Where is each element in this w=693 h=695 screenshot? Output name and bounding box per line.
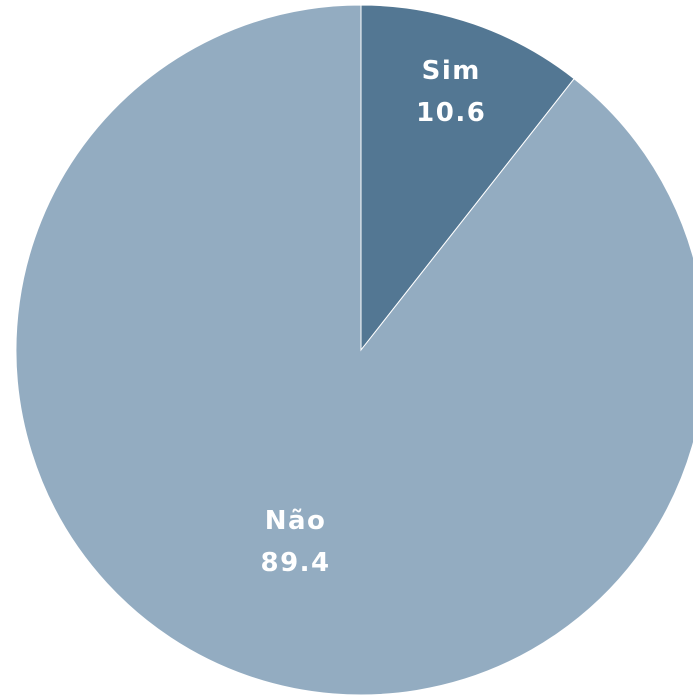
pie-slices [15,4,693,695]
slice-value-nao: 89.4 [261,548,331,578]
slice-label-nao: Não [265,506,327,536]
slice-value-sim: 10.6 [416,98,486,128]
pie-labels: Sim 10.6 Não 89.4 [261,56,486,578]
slice-label-sim: Sim [422,56,481,86]
pie-slice-nao [15,4,693,695]
pie-slice-sim [360,4,575,352]
